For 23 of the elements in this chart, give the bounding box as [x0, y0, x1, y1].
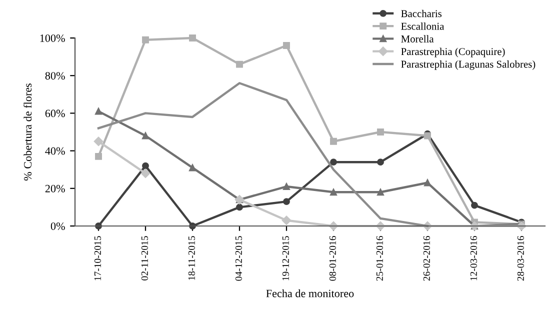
x-tick-label: 28-03-2016 [517, 236, 524, 281]
y-tick-label: 20% [45, 184, 65, 192]
legend-label: Morella [401, 35, 434, 42]
x-tick-label: 08-01-2016 [329, 236, 336, 281]
x-tick-label: 12-03-2016 [470, 236, 477, 280]
y-tick-label: 40% [45, 147, 65, 155]
x-tick-label: 26-02-2016 [423, 236, 430, 281]
legend-label: Baccharis [401, 10, 442, 18]
legend-label: Parastrephia (Lagunas Salobres) [401, 60, 536, 70]
y-tick-label: 0% [50, 222, 65, 230]
y-tick-label: 80% [45, 72, 65, 80]
legend-label: Parastrephia (Copaquire) [401, 48, 505, 58]
x-tick-label: 17-10-2015 [94, 236, 101, 280]
x-tick-label: 18-11-2015 [188, 236, 195, 280]
y-tick-label: 60% [45, 110, 65, 118]
legend-label: Escallonia [401, 22, 444, 30]
x-tick-label: 04-12-2015 [235, 236, 242, 281]
x-axis-title: Fecha de monitoreo [266, 289, 354, 298]
y-tick-label: 100% [40, 34, 65, 42]
x-tick-label: 19-12-2015 [282, 236, 289, 280]
y-axis-title: % Cobertura de flores [24, 84, 32, 181]
x-tick-label: 25-01-2016 [376, 236, 383, 281]
x-tick-label: 02-11-2015 [141, 236, 148, 280]
